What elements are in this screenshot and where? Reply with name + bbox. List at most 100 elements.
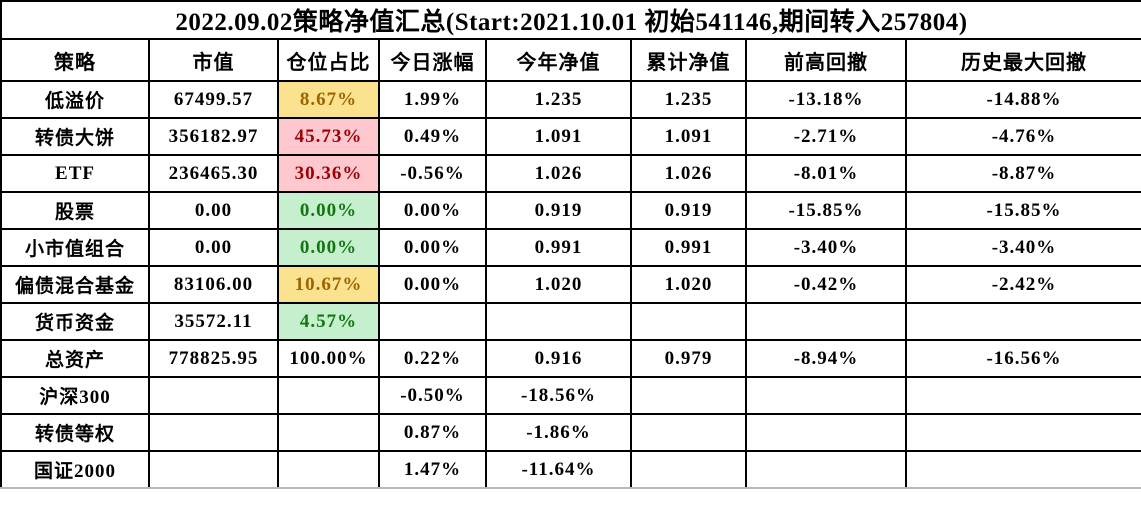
cell-position-ratio[interactable] xyxy=(277,376,380,415)
cell-strategy[interactable]: 转债大饼 xyxy=(0,117,150,156)
cell-cumulative-net-value[interactable]: 1.235 xyxy=(630,80,747,119)
cell-cumulative-net-value[interactable]: 0.919 xyxy=(630,191,747,230)
cell-position-ratio[interactable] xyxy=(277,450,380,489)
cell-drawdown-from-high[interactable]: -8.01% xyxy=(745,154,907,193)
cell-cumulative-net-value[interactable]: 1.020 xyxy=(630,265,747,304)
cell-ytd-net-value[interactable]: 1.235 xyxy=(485,80,632,119)
cell-max-drawdown[interactable]: -14.88% xyxy=(905,80,1141,119)
cell-strategy[interactable]: 货币资金 xyxy=(0,302,150,341)
cell-max-drawdown[interactable] xyxy=(905,413,1141,452)
cell-ytd-net-value[interactable]: -18.56% xyxy=(485,376,632,415)
cell-strategy[interactable]: 国证2000 xyxy=(0,450,150,489)
column-header-strategy[interactable]: 策略 xyxy=(0,38,150,82)
cell-today-change[interactable]: 0.87% xyxy=(378,413,487,452)
cell-ytd-net-value[interactable]: 0.916 xyxy=(485,339,632,378)
cell-cumulative-net-value[interactable]: 0.991 xyxy=(630,228,747,267)
cell-today-change[interactable]: 0.49% xyxy=(378,117,487,156)
cell-cumulative-net-value[interactable]: 1.026 xyxy=(630,154,747,193)
cell-today-change[interactable]: 1.47% xyxy=(378,450,487,489)
cell-position-ratio[interactable]: 8.67% xyxy=(277,80,380,119)
sheet-title-cell[interactable]: 2022.09.02策略净值汇总(Start:2021.10.01 初始5411… xyxy=(0,0,1141,40)
cell-ytd-net-value[interactable]: 0.991 xyxy=(485,228,632,267)
cell-max-drawdown[interactable] xyxy=(905,376,1141,415)
cell-market-value[interactable]: 356182.97 xyxy=(148,117,279,156)
cell-ytd-net-value[interactable]: 1.020 xyxy=(485,265,632,304)
cell-position-ratio[interactable] xyxy=(277,413,380,452)
table-row: 小市值组合 0.00 0.00% 0.00% 0.991 0.991 -3.40% -3.40… xyxy=(0,228,1141,267)
cell-market-value[interactable] xyxy=(148,450,279,489)
column-header-position-ratio[interactable]: 仓位占比 xyxy=(277,38,380,82)
cell-max-drawdown[interactable] xyxy=(905,302,1141,341)
cell-cumulative-net-value[interactable]: 0.979 xyxy=(630,339,747,378)
cell-position-ratio[interactable]: 45.73% xyxy=(277,117,380,156)
cell-market-value[interactable]: 0.00 xyxy=(148,191,279,230)
cell-today-change[interactable]: 0.00% xyxy=(378,228,487,267)
cell-position-ratio[interactable]: 10.67% xyxy=(277,265,380,304)
cell-cumulative-net-value[interactable] xyxy=(630,376,747,415)
cell-drawdown-from-high[interactable]: -13.18% xyxy=(745,80,907,119)
table-row: ETF 236465.30 30.36% -0.56% 1.026 1.026 -8.01%… xyxy=(0,154,1141,193)
cell-drawdown-from-high[interactable]: -2.71% xyxy=(745,117,907,156)
cell-drawdown-from-high[interactable] xyxy=(745,376,907,415)
cell-today-change[interactable]: 0.00% xyxy=(378,191,487,230)
cell-market-value[interactable] xyxy=(148,376,279,415)
cell-cumulative-net-value[interactable] xyxy=(630,413,747,452)
cell-max-drawdown[interactable] xyxy=(905,450,1141,489)
cell-max-drawdown[interactable]: -16.56% xyxy=(905,339,1141,378)
cell-market-value[interactable]: 236465.30 xyxy=(148,154,279,193)
cell-drawdown-from-high[interactable] xyxy=(745,302,907,341)
cell-strategy[interactable]: 低溢价 xyxy=(0,80,150,119)
cell-position-ratio[interactable]: 100.00% xyxy=(277,339,380,378)
cell-strategy[interactable]: ETF xyxy=(0,154,150,193)
column-header-market-value[interactable]: 市值 xyxy=(148,38,279,82)
cell-strategy[interactable]: 股票 xyxy=(0,191,150,230)
cell-strategy[interactable]: 沪深300 xyxy=(0,376,150,415)
table-row: 偏债混合基金 83106.00 10.67% 0.00% 1.020 1.020 -0.42… xyxy=(0,265,1141,304)
cell-today-change[interactable]: -0.50% xyxy=(378,376,487,415)
cell-max-drawdown[interactable]: -8.87% xyxy=(905,154,1141,193)
column-header-max-drawdown[interactable]: 历史最大回撤 xyxy=(905,38,1141,82)
cell-cumulative-net-value[interactable]: 1.091 xyxy=(630,117,747,156)
cell-today-change[interactable]: 1.99% xyxy=(378,80,487,119)
cell-market-value[interactable]: 778825.95 xyxy=(148,339,279,378)
cell-strategy[interactable]: 总资产 xyxy=(0,339,150,378)
cell-position-ratio[interactable]: 0.00% xyxy=(277,228,380,267)
cell-cumulative-net-value[interactable] xyxy=(630,302,747,341)
cell-drawdown-from-high[interactable] xyxy=(745,413,907,452)
cell-drawdown-from-high[interactable] xyxy=(745,450,907,489)
cell-strategy[interactable]: 小市值组合 xyxy=(0,228,150,267)
cell-ytd-net-value[interactable]: 1.026 xyxy=(485,154,632,193)
cell-market-value[interactable]: 67499.57 xyxy=(148,80,279,119)
cell-position-ratio[interactable]: 30.36% xyxy=(277,154,380,193)
cell-today-change[interactable]: 0.00% xyxy=(378,265,487,304)
cell-today-change[interactable]: -0.56% xyxy=(378,154,487,193)
cell-ytd-net-value[interactable]: -1.86% xyxy=(485,413,632,452)
cell-position-ratio[interactable]: 0.00% xyxy=(277,191,380,230)
cell-cumulative-net-value[interactable] xyxy=(630,450,747,489)
column-header-today-change[interactable]: 今日涨幅 xyxy=(378,38,487,82)
cell-market-value[interactable]: 0.00 xyxy=(148,228,279,267)
column-header-drawdown-from-high[interactable]: 前高回撤 xyxy=(745,38,907,82)
cell-today-change[interactable]: 0.22% xyxy=(378,339,487,378)
cell-max-drawdown[interactable]: -15.85% xyxy=(905,191,1141,230)
cell-ytd-net-value[interactable]: 0.919 xyxy=(485,191,632,230)
cell-max-drawdown[interactable]: -4.76% xyxy=(905,117,1141,156)
cell-strategy[interactable]: 偏债混合基金 xyxy=(0,265,150,304)
cell-drawdown-from-high[interactable]: -0.42% xyxy=(745,265,907,304)
cell-ytd-net-value[interactable]: 1.091 xyxy=(485,117,632,156)
cell-strategy[interactable]: 转债等权 xyxy=(0,413,150,452)
cell-max-drawdown[interactable]: -3.40% xyxy=(905,228,1141,267)
cell-market-value[interactable]: 83106.00 xyxy=(148,265,279,304)
column-header-ytd-net-value[interactable]: 今年净值 xyxy=(485,38,632,82)
cell-position-ratio[interactable]: 4.57% xyxy=(277,302,380,341)
cell-drawdown-from-high[interactable]: -15.85% xyxy=(745,191,907,230)
cell-ytd-net-value[interactable] xyxy=(485,302,632,341)
cell-ytd-net-value[interactable]: -11.64% xyxy=(485,450,632,489)
cell-drawdown-from-high[interactable]: -8.94% xyxy=(745,339,907,378)
cell-market-value[interactable]: 35572.11 xyxy=(148,302,279,341)
cell-drawdown-from-high[interactable]: -3.40% xyxy=(745,228,907,267)
cell-market-value[interactable] xyxy=(148,413,279,452)
cell-today-change[interactable] xyxy=(378,302,487,341)
column-header-cumulative-net-value[interactable]: 累计净值 xyxy=(630,38,747,82)
cell-max-drawdown[interactable]: -2.42% xyxy=(905,265,1141,304)
